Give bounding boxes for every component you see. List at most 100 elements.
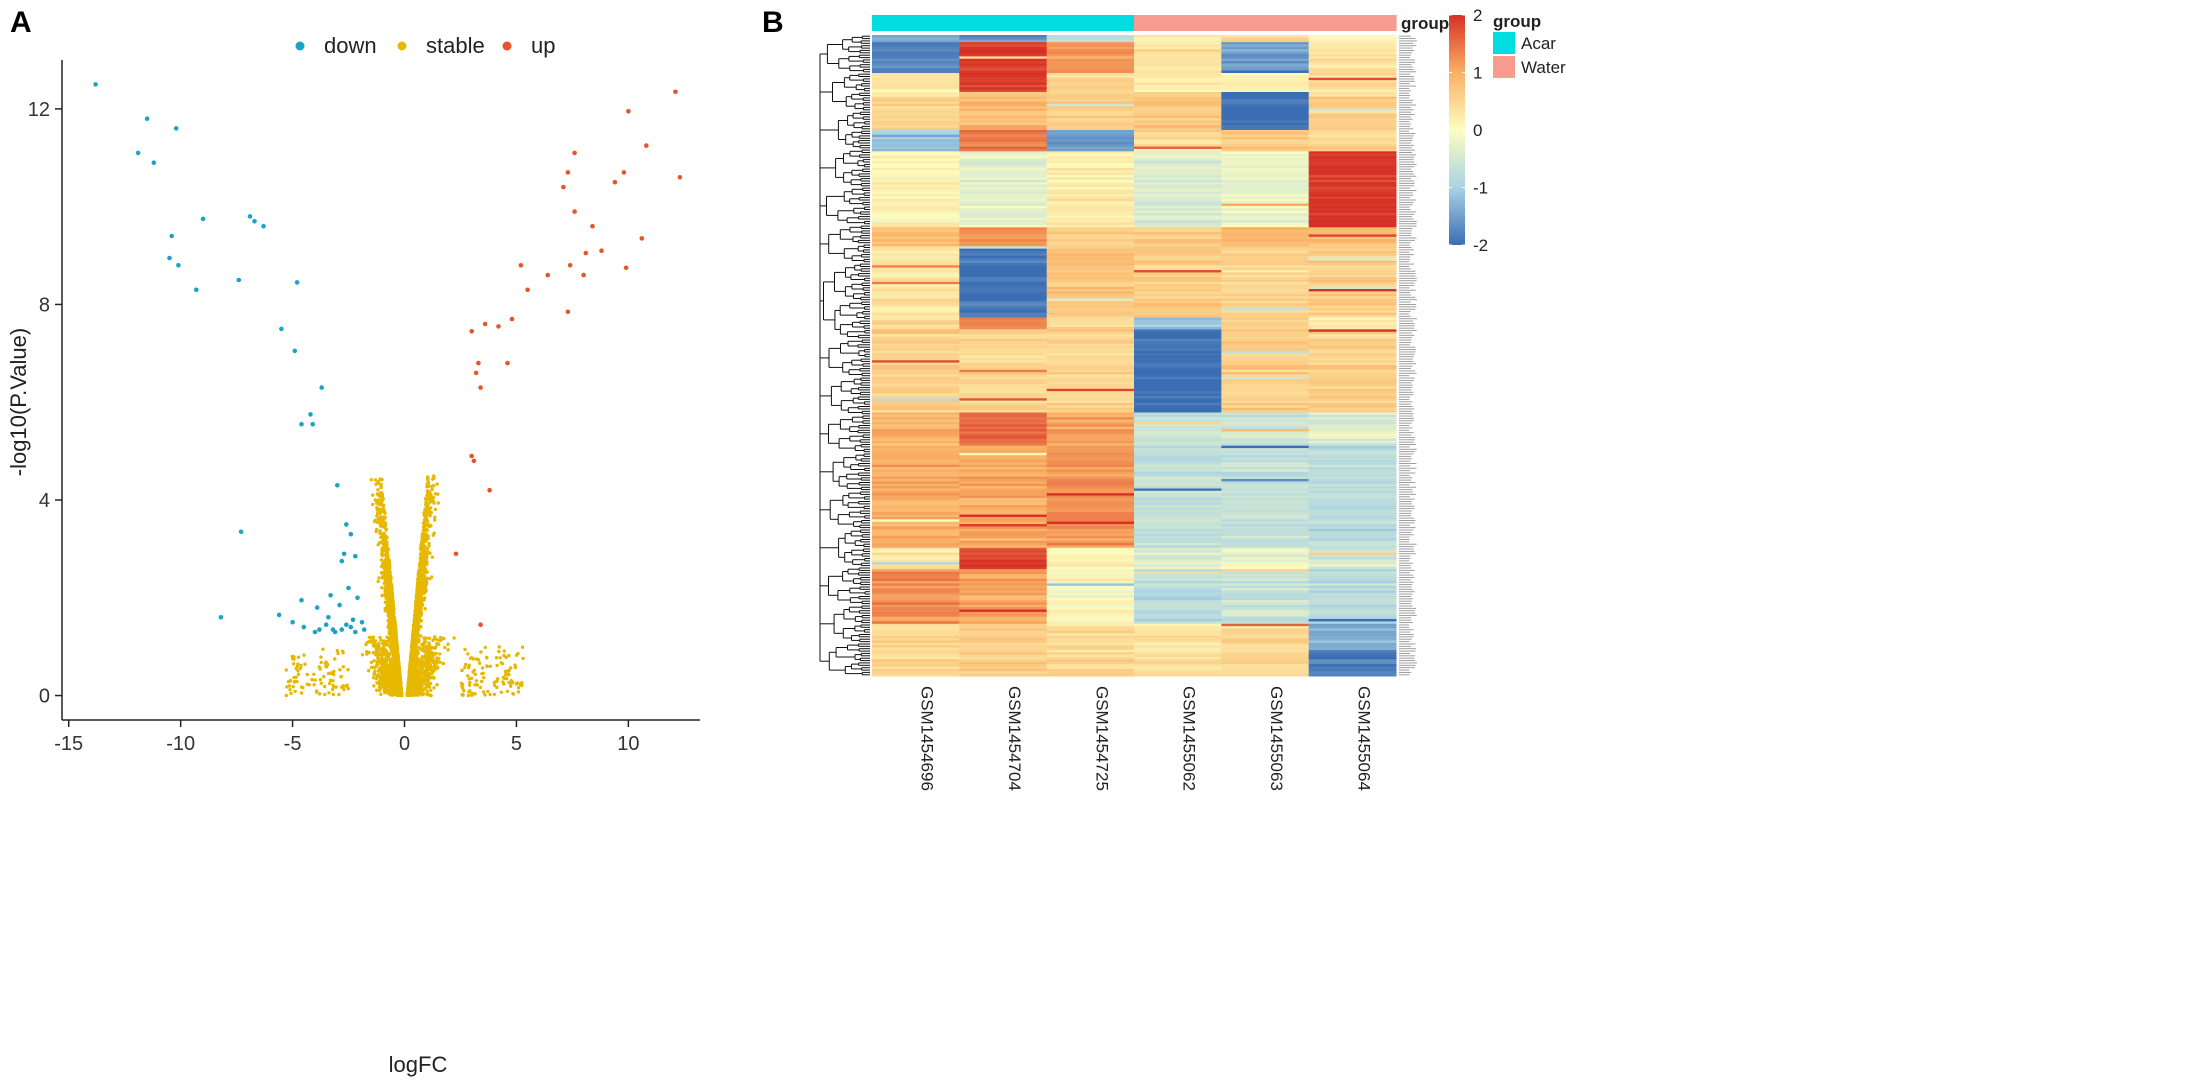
point-stable xyxy=(346,668,350,672)
point-stable xyxy=(385,549,390,554)
point-stable xyxy=(319,681,323,685)
point-stable xyxy=(299,691,304,695)
y-tick-label: 4 xyxy=(39,490,50,512)
point-stable xyxy=(375,501,379,505)
point-stable xyxy=(463,665,467,670)
point-stable xyxy=(376,579,380,583)
point-stable xyxy=(331,685,336,689)
panel-label-a: A xyxy=(10,6,32,39)
point-stable xyxy=(321,647,325,651)
point-stable xyxy=(497,649,501,654)
point-stable xyxy=(385,556,389,560)
point-stable xyxy=(446,648,450,652)
point-stable xyxy=(385,652,389,656)
point-stable xyxy=(427,636,432,640)
point-stable xyxy=(471,657,476,661)
point-stable xyxy=(375,674,379,678)
point-stable xyxy=(383,600,387,604)
point-stable xyxy=(385,544,389,549)
point-stable xyxy=(503,669,508,674)
point-stable xyxy=(379,502,384,506)
point-stable xyxy=(346,687,350,691)
point-stable xyxy=(289,691,293,696)
point-stable xyxy=(318,692,322,696)
point-stable xyxy=(425,482,429,487)
point-stable xyxy=(429,688,433,692)
point-stable xyxy=(461,693,465,697)
point-stable xyxy=(497,645,501,649)
point-stable xyxy=(427,685,432,689)
point-stable xyxy=(336,651,340,656)
point-stable xyxy=(426,489,430,494)
point-stable xyxy=(313,678,317,682)
point-stable xyxy=(435,637,439,642)
point-stable xyxy=(424,671,428,675)
point-stable xyxy=(310,677,314,682)
point-stable xyxy=(426,675,431,680)
point-stable xyxy=(514,682,519,686)
point-stable xyxy=(322,674,326,679)
point-stable xyxy=(312,672,316,676)
point-stable xyxy=(367,668,371,673)
point-stable xyxy=(520,683,524,688)
point-stable xyxy=(338,668,342,672)
legend-marker-down xyxy=(295,41,305,51)
point-stable xyxy=(312,683,316,687)
point-stable xyxy=(436,666,440,670)
point-stable xyxy=(488,664,493,668)
point-stable xyxy=(425,536,429,541)
x-tick-label: -15 xyxy=(54,733,83,755)
point-stable xyxy=(298,666,303,670)
point-stable xyxy=(463,647,467,652)
point-stable xyxy=(305,672,309,677)
x-tick-label: -10 xyxy=(166,733,195,755)
point-stable xyxy=(428,500,432,504)
point-stable xyxy=(378,635,382,640)
point-stable xyxy=(462,688,466,693)
point-stable xyxy=(415,611,419,616)
point-stable xyxy=(430,669,434,673)
point-stable xyxy=(375,511,380,516)
point-stable xyxy=(418,568,422,573)
point-stable xyxy=(492,692,497,696)
point-stable xyxy=(418,613,422,618)
point-stable xyxy=(372,659,376,663)
point-stable xyxy=(516,690,521,694)
point-stable xyxy=(371,676,376,680)
point-stable xyxy=(337,692,341,697)
point-stable xyxy=(380,576,385,580)
point-stable xyxy=(291,662,296,666)
point-stable xyxy=(370,635,374,640)
point-stable xyxy=(319,660,323,665)
point-stable xyxy=(494,656,499,660)
point-stable xyxy=(380,494,384,498)
point-stable xyxy=(433,646,437,650)
point-stable xyxy=(471,670,475,674)
point-stable xyxy=(331,679,335,683)
legend-label-stable: stable xyxy=(426,33,485,58)
point-stable xyxy=(480,672,484,676)
point-stable xyxy=(423,674,428,678)
point-stable xyxy=(322,684,327,689)
point-stable xyxy=(284,693,288,698)
point-stable xyxy=(377,507,382,511)
x-tick-label: 5 xyxy=(511,733,522,755)
point-stable xyxy=(423,514,427,518)
point-stable xyxy=(379,558,384,562)
point-stable xyxy=(307,683,311,687)
point-stable xyxy=(377,576,381,580)
point-stable xyxy=(452,636,456,640)
point-stable xyxy=(340,649,345,653)
point-stable xyxy=(379,674,383,678)
y-tick-label: 12 xyxy=(28,99,50,121)
legend-label-down: down xyxy=(324,33,377,58)
point-stable xyxy=(430,487,434,492)
point-stable xyxy=(466,674,470,678)
point-stable xyxy=(520,645,525,649)
point-stable xyxy=(482,676,486,680)
point-stable xyxy=(475,683,480,687)
point-stable xyxy=(470,691,474,695)
point-stable xyxy=(293,689,297,693)
point-stable xyxy=(388,661,392,665)
